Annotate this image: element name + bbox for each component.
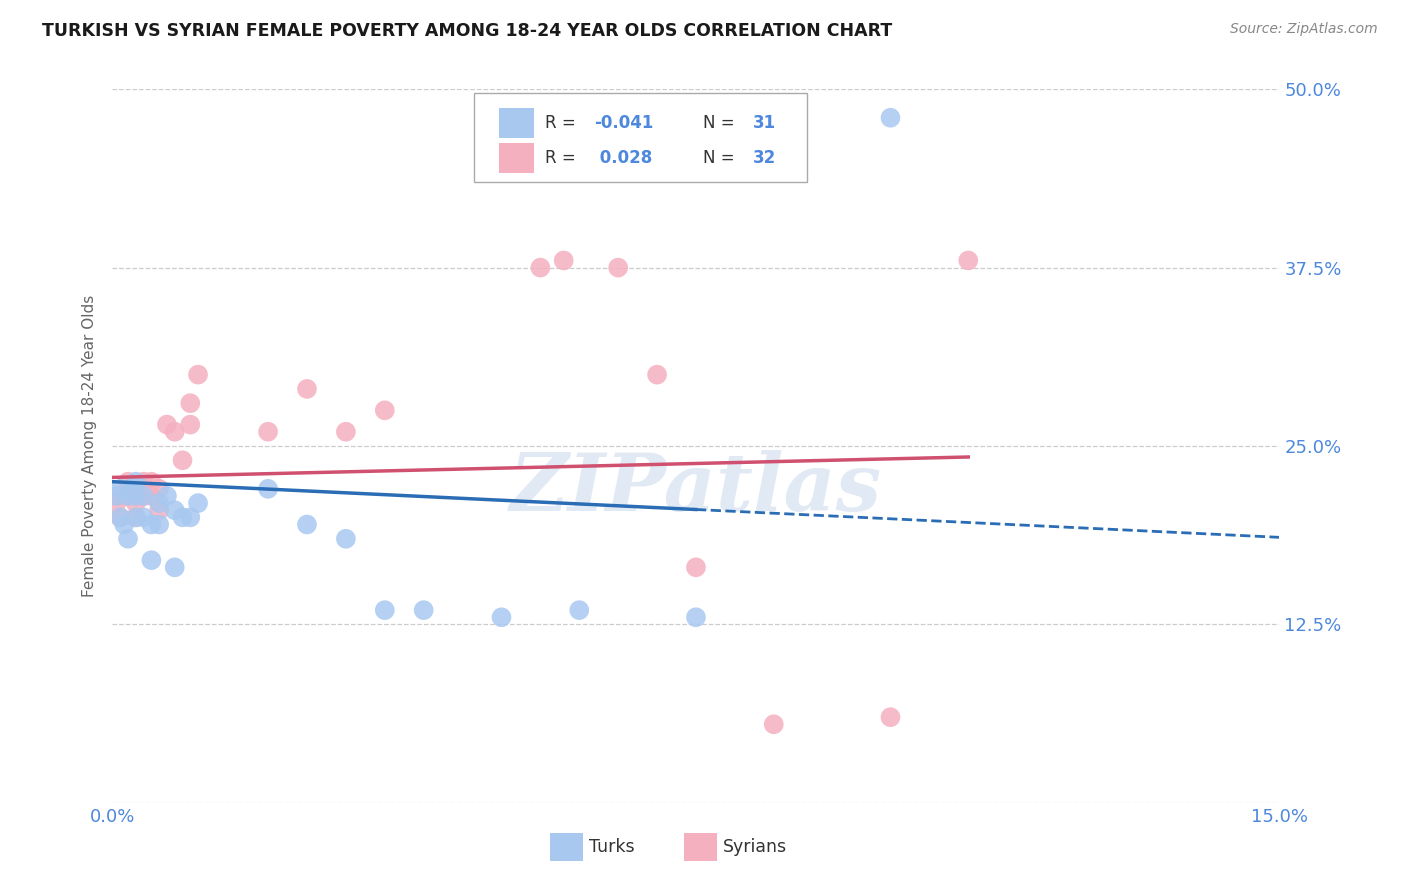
Point <box>121 482 143 496</box>
Point <box>141 475 163 489</box>
Text: Syrians: Syrians <box>723 838 787 856</box>
Point <box>132 489 155 503</box>
Point <box>179 396 201 410</box>
Text: N =: N = <box>703 114 740 132</box>
Point <box>110 482 132 496</box>
Point <box>148 482 170 496</box>
Point <box>257 425 280 439</box>
Point <box>105 489 128 503</box>
Text: N =: N = <box>703 149 740 167</box>
Point <box>148 503 170 517</box>
Point <box>187 496 209 510</box>
Text: Turks: Turks <box>589 838 634 856</box>
Bar <box>685 833 717 862</box>
Point <box>529 260 551 275</box>
Point <box>141 517 163 532</box>
Point <box>172 453 194 467</box>
Point <box>125 489 148 503</box>
Point <box>374 603 396 617</box>
Point <box>685 560 707 574</box>
Point <box>148 517 170 532</box>
Point <box>172 510 194 524</box>
Point <box>257 482 280 496</box>
Text: 31: 31 <box>754 114 776 132</box>
Point <box>163 503 186 517</box>
Point <box>112 517 135 532</box>
Text: 0.028: 0.028 <box>595 149 652 167</box>
Point <box>132 510 155 524</box>
Point <box>163 425 186 439</box>
Point <box>374 403 396 417</box>
Point <box>685 610 707 624</box>
Text: -0.041: -0.041 <box>595 114 654 132</box>
Point <box>125 510 148 524</box>
Point <box>105 496 128 510</box>
Point <box>148 496 170 510</box>
Point <box>179 510 201 524</box>
Point <box>110 510 132 524</box>
Bar <box>550 833 582 862</box>
Point <box>412 603 434 617</box>
Point <box>141 489 163 503</box>
Y-axis label: Female Poverty Among 18-24 Year Olds: Female Poverty Among 18-24 Year Olds <box>82 295 97 597</box>
Point <box>179 417 201 432</box>
Bar <box>499 143 534 173</box>
Point <box>125 496 148 510</box>
Point <box>117 475 139 489</box>
Point <box>117 489 139 503</box>
Point <box>645 368 668 382</box>
Point <box>132 475 155 489</box>
Point <box>295 517 318 532</box>
Point <box>491 610 513 624</box>
Point <box>187 368 209 382</box>
Point <box>879 111 901 125</box>
Point <box>132 489 155 503</box>
FancyBboxPatch shape <box>474 93 807 182</box>
Point <box>568 603 591 617</box>
Bar <box>499 109 534 138</box>
Point <box>117 489 139 503</box>
Point <box>295 382 318 396</box>
Point <box>553 253 575 268</box>
Point <box>335 425 357 439</box>
Point <box>156 489 179 503</box>
Text: 32: 32 <box>754 149 776 167</box>
Text: TURKISH VS SYRIAN FEMALE POVERTY AMONG 18-24 YEAR OLDS CORRELATION CHART: TURKISH VS SYRIAN FEMALE POVERTY AMONG 1… <box>42 22 893 40</box>
Point <box>125 510 148 524</box>
Point <box>335 532 357 546</box>
Point <box>607 260 630 275</box>
Text: Source: ZipAtlas.com: Source: ZipAtlas.com <box>1230 22 1378 37</box>
Text: R =: R = <box>546 149 582 167</box>
Text: R =: R = <box>546 114 582 132</box>
Point <box>110 489 132 503</box>
Point <box>957 253 980 268</box>
Text: ZIPatlas: ZIPatlas <box>510 450 882 527</box>
Point <box>762 717 785 731</box>
Point <box>110 510 132 524</box>
Point <box>141 553 163 567</box>
Point <box>879 710 901 724</box>
Point <box>125 489 148 503</box>
Point <box>163 560 186 574</box>
Point <box>125 475 148 489</box>
Point <box>156 417 179 432</box>
Point <box>117 532 139 546</box>
